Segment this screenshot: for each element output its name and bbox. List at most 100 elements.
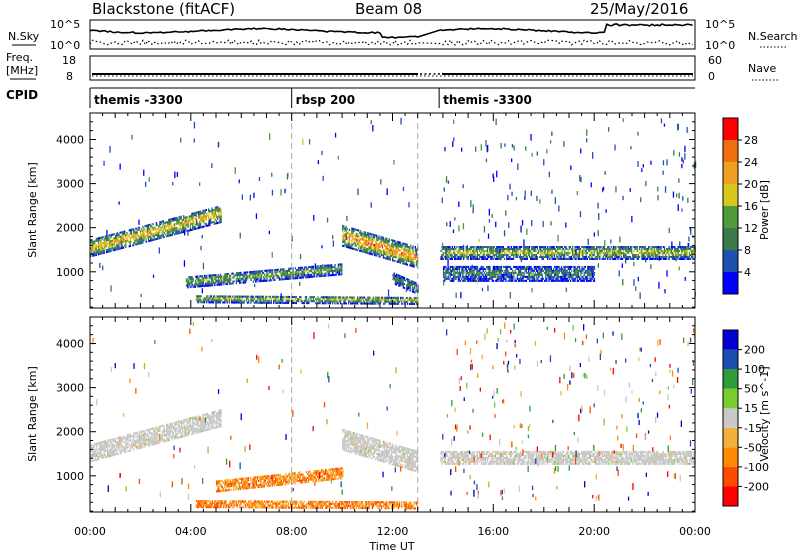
scatter-cell [450,266,451,268]
scatter-cell [569,270,570,272]
scatter-cell [296,275,297,277]
speckle-cell [606,209,607,212]
scatter-cell [316,267,317,269]
speckle-cell [211,163,212,168]
scatter-cell [105,236,106,238]
scatter-cell [529,254,530,256]
scatter-cell [481,256,482,258]
scatter-cell [405,303,406,305]
scatter-cell [493,252,494,254]
scatter-cell [364,233,365,235]
scatter-cell [296,296,297,298]
scatter-cell [260,278,261,280]
scatter-cell [313,270,314,272]
scatter-cell [521,250,522,252]
scatter-cell [183,217,184,219]
speckle-cell [485,140,486,147]
scatter-cell [533,272,534,274]
scatter-cell [91,251,92,253]
scatter-cell [280,278,281,280]
scatter-cell [603,256,604,258]
scatter-cell [383,241,384,243]
scatter-cell [571,248,572,250]
scatter-cell [297,277,298,279]
scatter-cell [283,270,284,272]
scatter-cell [630,248,631,250]
scatter-cell [238,298,239,300]
scatter-cell [198,277,199,279]
scatter-cell [332,270,333,272]
scatter-cell [547,258,548,260]
scatter-cell [463,276,464,278]
scatter-cell [101,252,102,254]
scatter-cell [266,280,267,282]
scatter-cell [670,248,671,250]
scatter-cell [407,281,408,283]
scatter-cell [411,282,412,284]
scatter-cell [193,278,194,280]
scatter-cell [491,252,492,254]
scatter-cell [576,268,577,270]
scatter-cell [414,254,415,256]
scatter-cell [217,208,218,210]
scatter-cell [609,256,610,258]
scatter-cell [343,296,344,298]
scatter-cell [582,276,583,278]
speckle-cell [690,229,691,235]
scatter-cell [460,250,461,252]
scatter-cell [552,250,553,252]
scatter-cell [546,270,547,272]
scatter-cell [543,258,544,260]
scatter-cell [95,242,96,244]
scatter-cell [293,300,294,302]
scatter-cell [187,286,188,288]
scatter-cell [289,300,290,302]
scatter-cell [98,251,99,253]
freq-right-tick-bottom: 0 [708,70,715,83]
scatter-cell [246,279,247,281]
scatter-cell [334,264,335,266]
scatter-cell [454,252,455,254]
scatter-cell [254,298,255,300]
scatter-cell [390,245,391,247]
freq-left-tick-bottom: 8 [66,70,73,83]
scatter-cell [446,268,447,270]
scatter-cell [519,274,520,276]
scatter-cell [266,276,267,278]
scatter-cell [386,238,387,240]
scatter-cell [186,216,187,218]
scatter-cell [572,248,573,250]
speckle-cell [209,220,210,227]
scatter-cell [364,239,365,241]
scatter-cell [557,250,558,252]
scatter-cell [309,266,310,268]
scatter-cell [665,254,666,256]
scatter-cell [374,246,375,248]
scatter-cell [341,263,342,265]
scatter-cell [260,280,261,282]
scatter-cell [588,268,589,270]
speckle-cell [550,140,551,143]
speckle-cell [608,127,609,132]
scatter-cell [314,276,315,278]
scatter-cell [131,241,132,243]
scatter-cell [383,303,384,305]
scatter-cell [386,250,387,252]
scatter-cell [203,216,204,218]
scatter-cell [501,272,502,274]
scatter-cell [507,250,508,252]
speckle-cell [665,186,666,193]
scatter-cell [498,246,499,248]
speckle-cell [654,254,655,257]
scatter-cell [181,224,182,226]
scatter-cell [316,300,317,302]
scatter-cell [347,296,348,298]
scatter-cell [620,252,621,254]
speckle-cell [525,191,526,196]
scatter-cell [117,246,118,248]
scatter-cell [292,267,293,269]
scatter-cell [150,238,151,240]
scatter-cell [692,256,693,258]
speckle-cell [501,255,502,258]
scatter-cell [197,276,198,278]
